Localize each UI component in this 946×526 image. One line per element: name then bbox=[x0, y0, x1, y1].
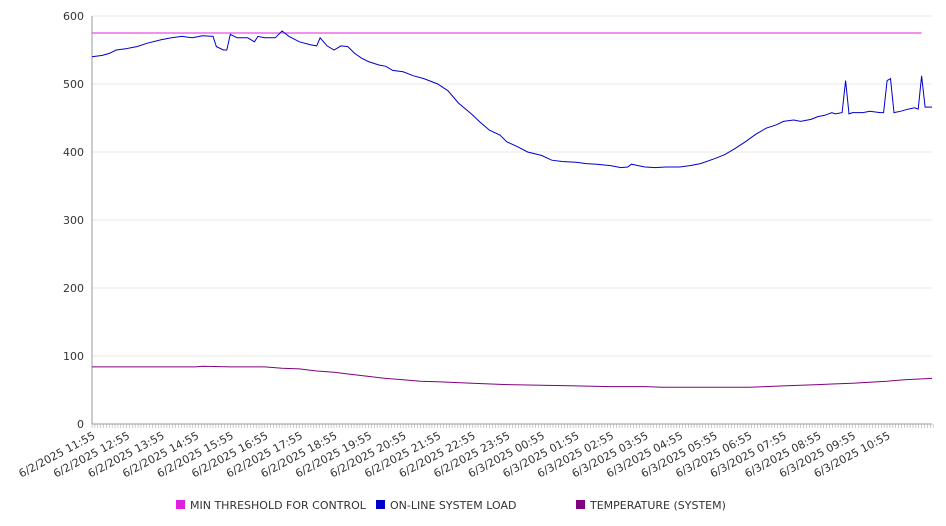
x-tick-labels: 6/2/2025 11:556/2/2025 12:556/2/2025 13:… bbox=[17, 429, 893, 480]
legend-label: TEMPERATURE (SYSTEM) bbox=[589, 499, 726, 512]
y-tick-label: 200 bbox=[63, 282, 84, 295]
series-line-2 bbox=[92, 365, 933, 388]
legend-swatch bbox=[576, 500, 585, 509]
grid-lines bbox=[92, 15, 932, 357]
y-tick-label: 400 bbox=[63, 146, 84, 159]
legend-swatch bbox=[376, 500, 385, 509]
y-tick-labels: 0 100 200 300 400 500 600 bbox=[63, 10, 84, 431]
y-tick-label: 100 bbox=[63, 350, 84, 363]
y-tick-label: 600 bbox=[63, 10, 84, 23]
y-tick-label: 300 bbox=[63, 214, 84, 227]
legend: MIN THRESHOLD FOR CONTROL ON-LINE SYSTEM … bbox=[176, 499, 726, 512]
legend-swatch bbox=[176, 500, 185, 509]
axes bbox=[91, 16, 934, 428]
legend-label: MIN THRESHOLD FOR CONTROL bbox=[190, 499, 367, 512]
y-tick-label: 0 bbox=[77, 418, 84, 431]
y-tick-label: 500 bbox=[63, 78, 84, 91]
series-lines bbox=[91, 30, 933, 388]
legend-label: ON-LINE SYSTEM LOAD bbox=[390, 499, 516, 512]
series-line-1 bbox=[91, 30, 932, 169]
